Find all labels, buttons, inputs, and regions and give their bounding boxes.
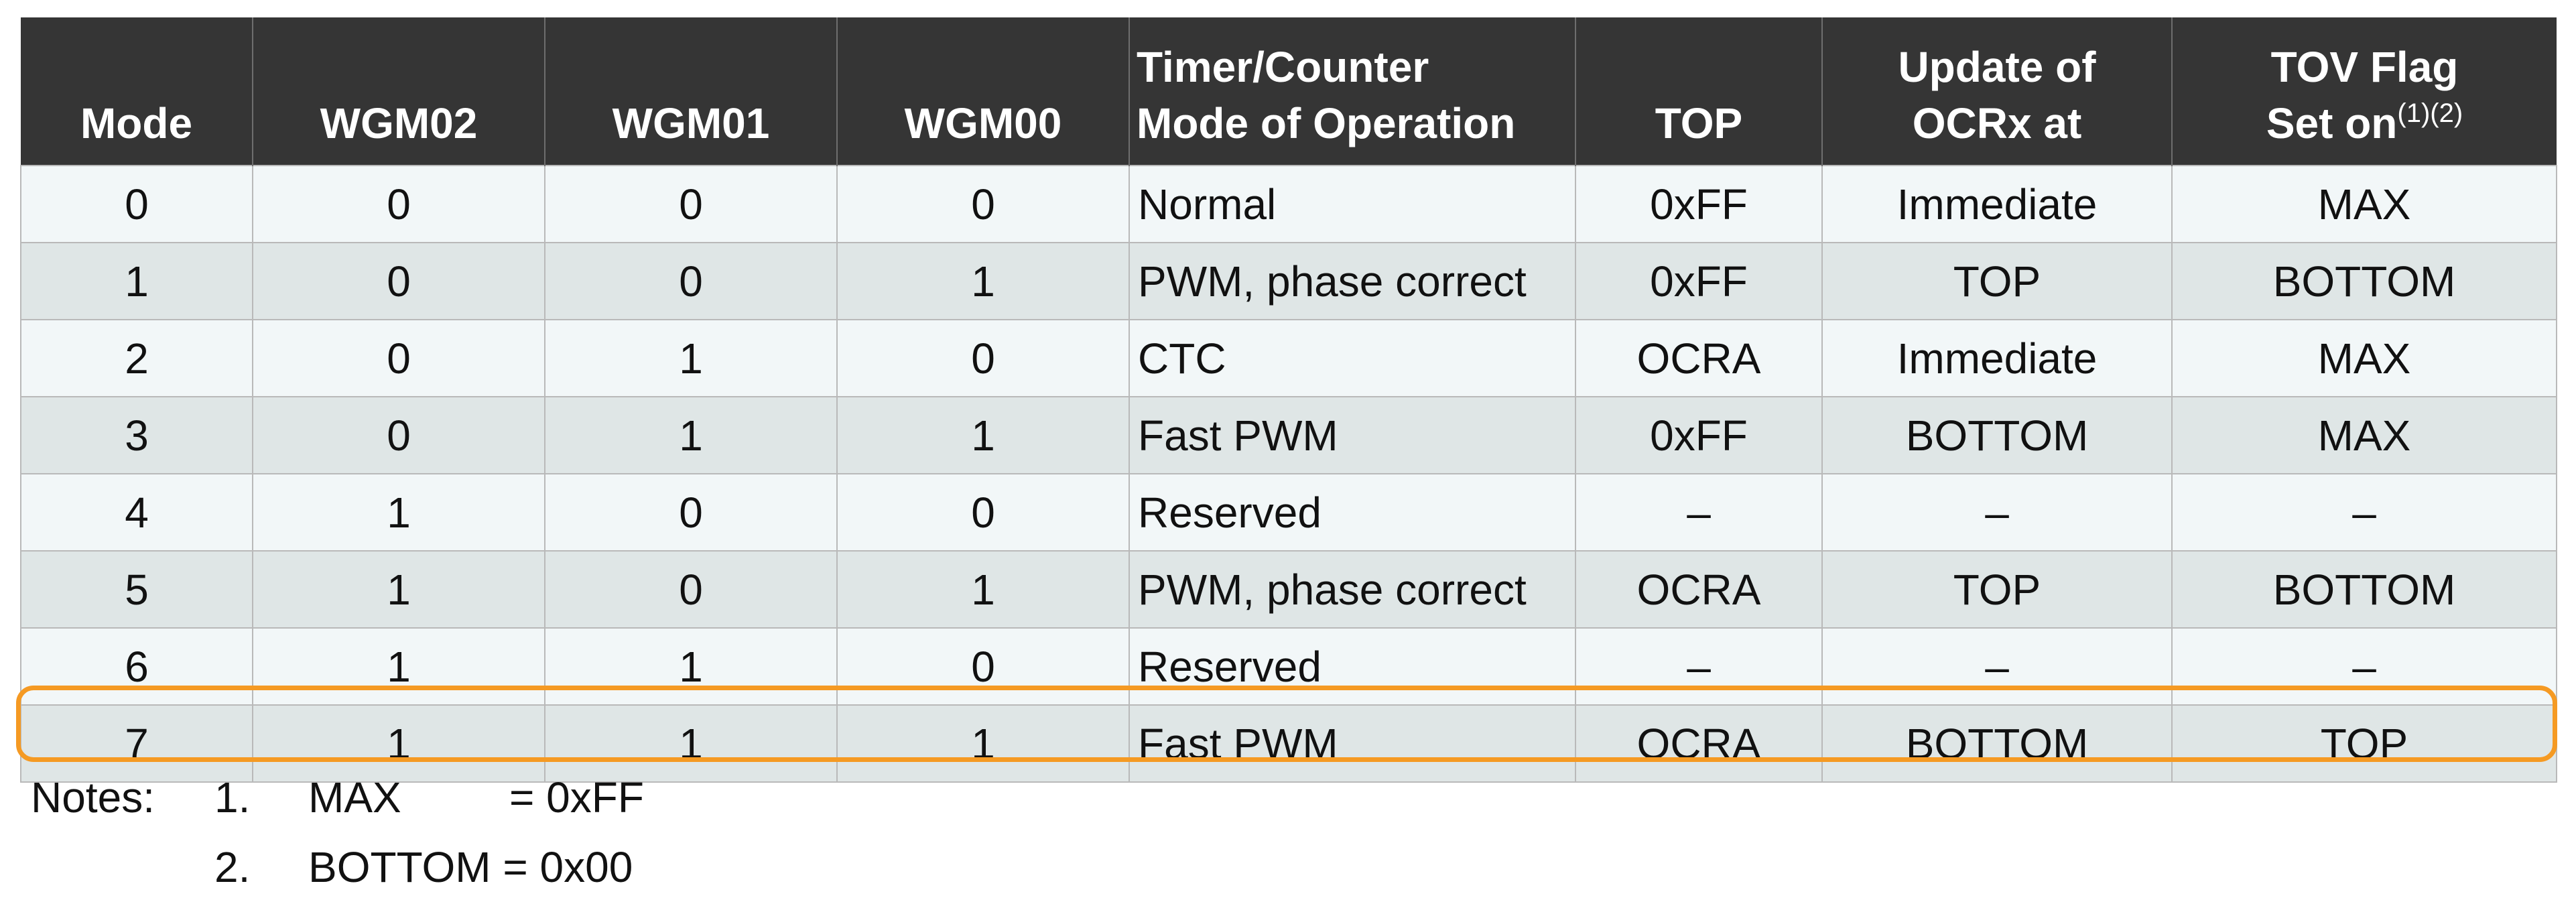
note-number: 2. — [214, 843, 251, 891]
cell-top: 0xFF — [1575, 396, 1823, 474]
cell-mode: 1 — [20, 242, 253, 320]
header-tov-flag: TOV Flag Set on(1)(2) — [2171, 17, 2557, 166]
cell-wgm01: 1 — [544, 627, 838, 706]
note-number: 1. — [214, 773, 251, 822]
cell-wgm02: 0 — [252, 396, 545, 474]
cell-mode: 6 — [20, 627, 253, 706]
cell-update-ocrx: TOP — [1821, 242, 2173, 320]
cell-update-ocrx: TOP — [1821, 550, 2173, 629]
header-wgm00: WGM00 — [836, 17, 1129, 166]
cell-mode-of-operation: PWM, phase correct — [1129, 550, 1576, 629]
note-term: BOTTOM — [308, 843, 503, 891]
table-header-row: Mode WGM02 WGM01 WGM00 Timer/Counter Mod… — [21, 17, 2557, 166]
cell-wgm02: 0 — [252, 165, 545, 243]
cell-mode: 2 — [20, 319, 253, 397]
cell-mode: 3 — [20, 396, 253, 474]
cell-wgm01: 0 — [544, 473, 838, 552]
cell-tov-flag: MAX — [2171, 319, 2557, 397]
header-mode-of-operation: Timer/Counter Mode of Operation — [1129, 17, 1575, 166]
notes-heading: Notes: — [31, 773, 155, 822]
table-row: 3 0 1 1 Fast PWM 0xFF BOTTOM MAX — [20, 396, 2557, 474]
cell-update-ocrx: – — [1821, 627, 2173, 706]
wgm-mode-table-container: Mode WGM02 WGM01 WGM00 Timer/Counter Mod… — [20, 17, 2557, 783]
cell-wgm01: 0 — [544, 550, 838, 629]
cell-wgm01: 1 — [544, 704, 838, 783]
cell-wgm00: 0 — [836, 165, 1130, 243]
cell-wgm00: 0 — [836, 473, 1130, 552]
cell-mode-of-operation: CTC — [1129, 319, 1576, 397]
cell-wgm01: 0 — [544, 165, 838, 243]
cell-mode-of-operation: PWM, phase correct — [1129, 242, 1576, 320]
cell-mode-of-operation: Reserved — [1129, 473, 1576, 552]
header-mode: Mode — [21, 17, 253, 166]
cell-wgm01: 0 — [544, 242, 838, 320]
cell-tov-flag: TOP — [2171, 704, 2557, 783]
header-top: TOP — [1575, 17, 1822, 166]
cell-tov-flag: MAX — [2171, 165, 2557, 243]
cell-tov-flag: MAX — [2171, 396, 2557, 474]
wgm-mode-table: Mode WGM02 WGM01 WGM00 Timer/Counter Mod… — [20, 17, 2557, 783]
cell-update-ocrx: Immediate — [1821, 319, 2173, 397]
cell-wgm00: 1 — [836, 242, 1130, 320]
cell-wgm00: 0 — [836, 319, 1130, 397]
note-1: Notes: 1. MAX = 0xFF — [31, 763, 644, 832]
cell-wgm00: 1 — [836, 704, 1130, 783]
cell-mode-of-operation: Fast PWM — [1129, 396, 1576, 474]
cell-mode: 0 — [20, 165, 253, 243]
footnote-ref: (1)(2) — [2397, 99, 2463, 128]
cell-top: OCRA — [1575, 319, 1823, 397]
cell-top: OCRA — [1575, 704, 1823, 783]
note-value: = 0xFF — [509, 773, 644, 822]
cell-mode-of-operation: Fast PWM — [1129, 704, 1576, 783]
cell-mode: 4 — [20, 473, 253, 552]
note-2: 2. BOTTOM = 0x00 — [31, 832, 644, 902]
cell-wgm02: 1 — [252, 550, 545, 629]
header-wgm01: WGM01 — [544, 17, 837, 166]
note-value: = 0x00 — [503, 843, 633, 891]
table-row: 2 0 1 0 CTC OCRA Immediate MAX — [20, 319, 2557, 397]
cell-wgm01: 1 — [544, 319, 838, 397]
cell-update-ocrx: BOTTOM — [1821, 396, 2173, 474]
table-row: 0 0 0 0 Normal 0xFF Immediate MAX — [20, 165, 2557, 243]
cell-tov-flag: – — [2171, 627, 2557, 706]
table-row: 7 1 1 1 Fast PWM OCRA BOTTOM TOP — [20, 704, 2557, 783]
cell-top: – — [1575, 473, 1823, 552]
cell-tov-flag: BOTTOM — [2171, 242, 2557, 320]
cell-top: OCRA — [1575, 550, 1823, 629]
cell-update-ocrx: – — [1821, 473, 2173, 552]
cell-wgm02: 0 — [252, 242, 545, 320]
table-row: 6 1 1 0 Reserved – – – — [20, 627, 2557, 706]
cell-wgm02: 1 — [252, 627, 545, 706]
cell-top: 0xFF — [1575, 242, 1823, 320]
note-term: MAX — [308, 773, 401, 822]
cell-mode: 7 — [20, 704, 253, 783]
cell-wgm02: 1 — [252, 473, 545, 552]
cell-wgm00: 1 — [836, 550, 1130, 629]
notes-section: Notes: 1. MAX = 0xFF 2. BOTTOM = 0x00 — [31, 763, 644, 902]
cell-mode-of-operation: Normal — [1129, 165, 1576, 243]
cell-update-ocrx: Immediate — [1821, 165, 2173, 243]
header-wgm02: WGM02 — [252, 17, 545, 166]
cell-wgm00: 0 — [836, 627, 1130, 706]
table-row: 1 0 0 1 PWM, phase correct 0xFF TOP BOTTOM — [20, 242, 2557, 320]
cell-mode: 5 — [20, 550, 253, 629]
cell-update-ocrx: BOTTOM — [1821, 704, 2173, 783]
cell-tov-flag: BOTTOM — [2171, 550, 2557, 629]
cell-wgm02: 0 — [252, 319, 545, 397]
cell-tov-flag: – — [2171, 473, 2557, 552]
cell-wgm02: 1 — [252, 704, 545, 783]
cell-wgm00: 1 — [836, 396, 1130, 474]
header-update-ocrx: Update of OCRx at — [1821, 17, 2172, 166]
cell-top: – — [1575, 627, 1823, 706]
cell-mode-of-operation: Reserved — [1129, 627, 1576, 706]
table-row: 4 1 0 0 Reserved – – – — [20, 473, 2557, 552]
table-row: 5 1 0 1 PWM, phase correct OCRA TOP BOTTOM — [20, 550, 2557, 629]
cell-top: 0xFF — [1575, 165, 1823, 243]
table-body: 0 0 0 0 Normal 0xFF Immediate MAX 1 0 0 1 PWM, phase… — [20, 165, 2557, 783]
cell-wgm01: 1 — [544, 396, 838, 474]
